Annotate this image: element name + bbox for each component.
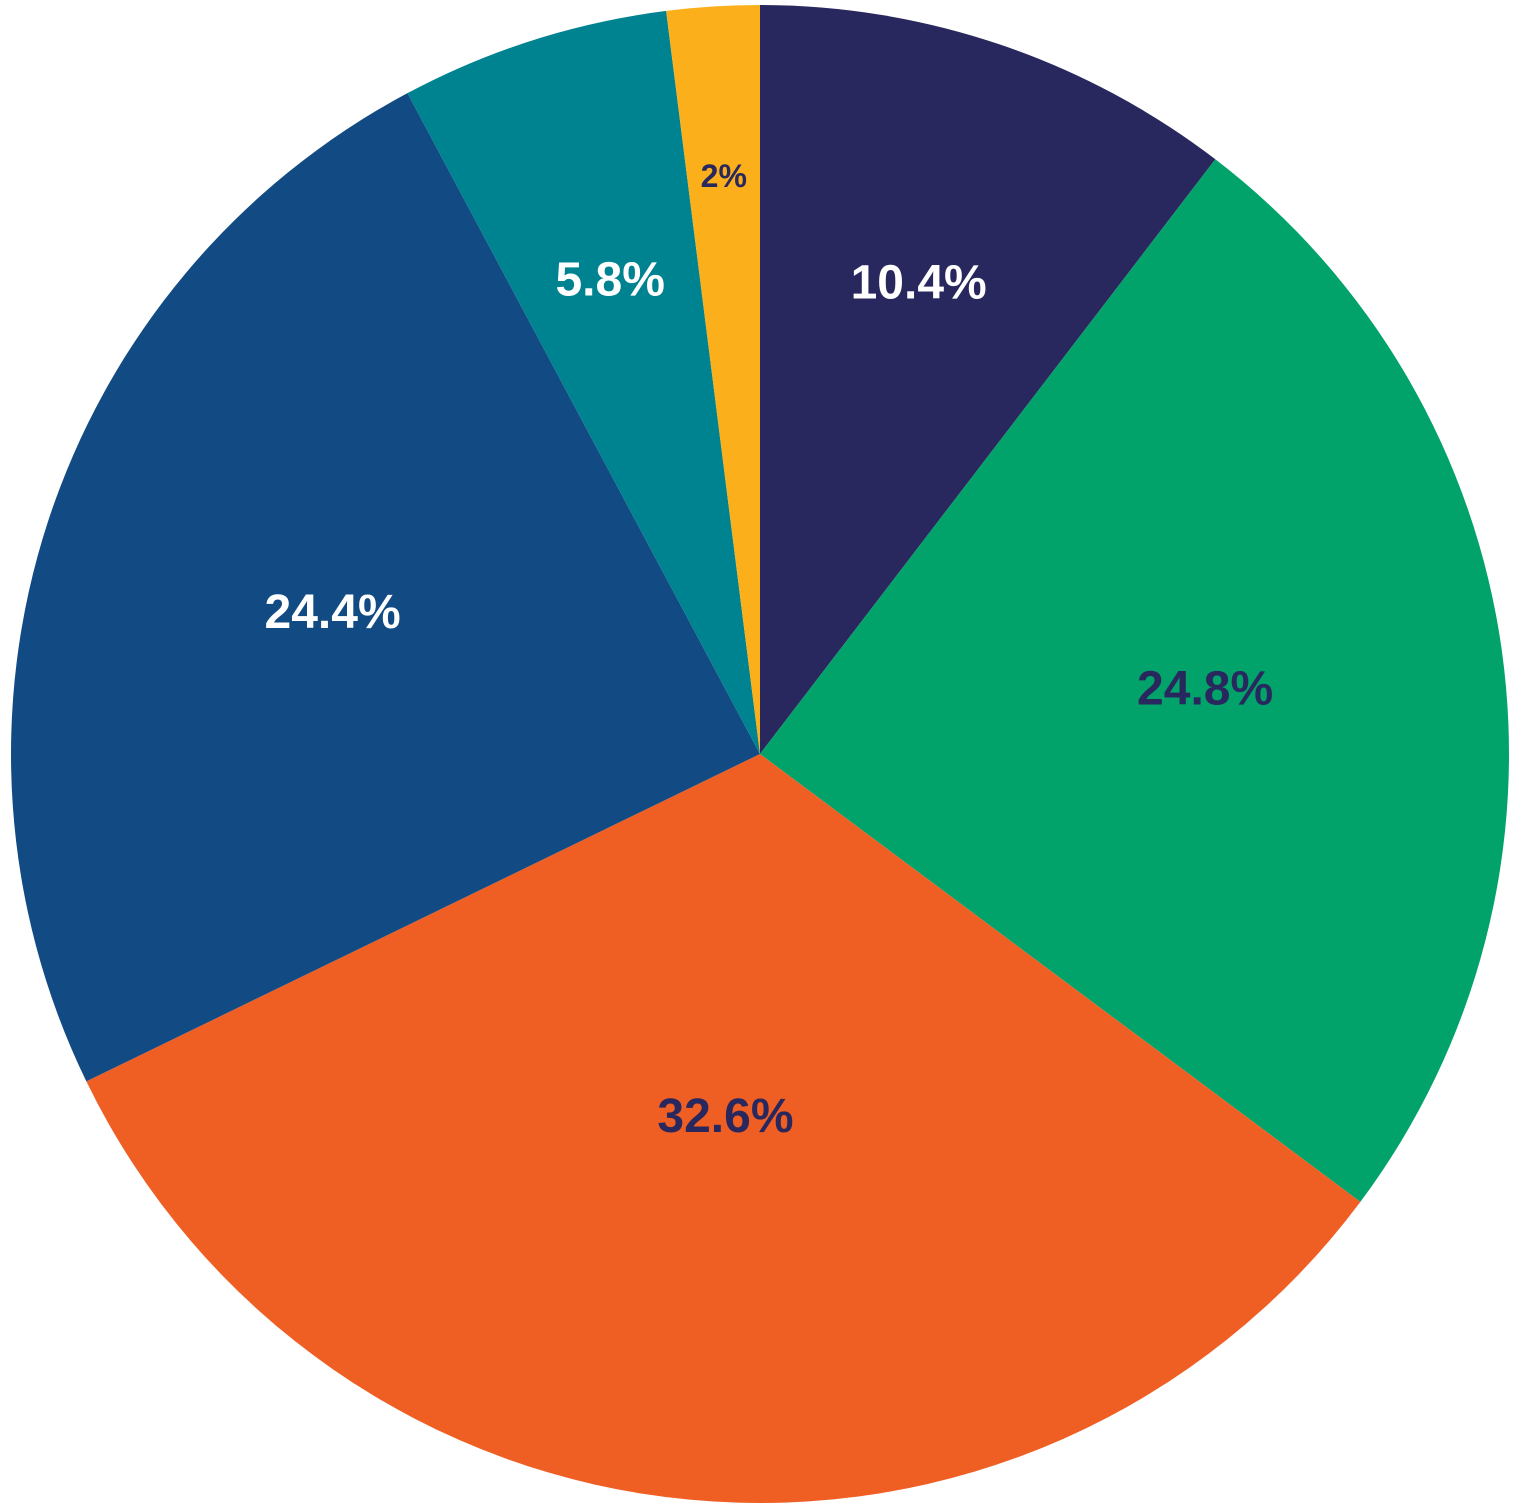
data-label: 10.4%: [851, 256, 987, 309]
data-label: 24.8%: [1137, 663, 1273, 716]
data-label: 32.6%: [657, 1090, 793, 1143]
pie-slice: [86, 754, 1361, 1503]
pie-slice: [760, 159, 1509, 1202]
pie-slice: [666, 5, 760, 754]
pie-slice: [10, 93, 761, 1082]
data-label: 2%: [701, 158, 747, 194]
data-label: 5.8%: [555, 254, 664, 307]
data-label: 24.4%: [265, 586, 401, 639]
pie-slice: [407, 10, 760, 755]
pie-slice: [760, 5, 1216, 754]
